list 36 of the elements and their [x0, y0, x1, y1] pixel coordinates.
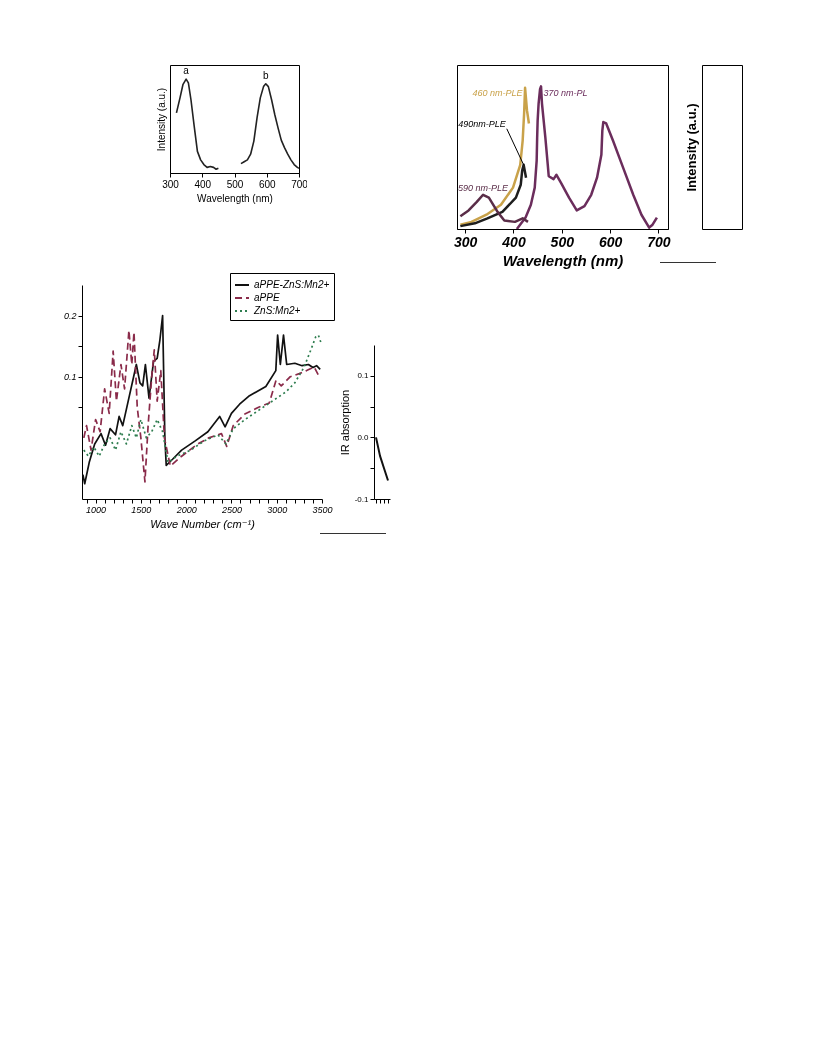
x-tick-label: 3000 — [267, 504, 288, 515]
y-tick-label: 0.2 — [63, 311, 77, 322]
series-label: b — [263, 69, 269, 81]
legend-label: ZnS:Mn2+ — [253, 305, 301, 316]
x-tick-label: 1000 — [86, 504, 107, 515]
x-tick-label: 2000 — [175, 504, 197, 515]
x-axis-title: Wave Number (cm⁻¹) — [150, 517, 256, 530]
x-tick-label: 2500 — [220, 504, 242, 515]
x-tick-label: 300 — [454, 233, 478, 250]
x-tick-label: 700 — [647, 233, 671, 250]
series-label: 590 nm-PLE — [458, 183, 510, 194]
series-label: 370 nm-PL — [543, 87, 588, 98]
x-axis-title: Wavelength (nm) — [197, 192, 273, 204]
x-tick-label: 600 — [598, 233, 623, 250]
x-tick-label: 3500 — [312, 504, 333, 515]
x-axis-title: Wavelength (nm) — [502, 251, 624, 269]
y-tick-label: -0.1 — [354, 494, 370, 504]
series-label: a — [183, 64, 190, 76]
legend-label: aPPE — [254, 292, 280, 303]
y-tick-label: 0.0 — [357, 432, 370, 442]
text: 490nm-PLE — [458, 118, 507, 129]
x-tick-label: 500 — [226, 178, 244, 190]
x-tick-label: 700 — [291, 178, 309, 190]
y-axis-title: IR absorption — [338, 389, 351, 456]
y-tick-label: 0.1 — [357, 371, 370, 381]
y-axis-title: Intensity (a.u.) — [155, 87, 167, 152]
x-tick-label: 400 — [501, 233, 526, 250]
legend-label: aPPE-ZnS:Mn2+ — [254, 279, 330, 290]
x-tick-label: 600 — [258, 178, 277, 190]
series-label: 460 nm-PLE — [472, 87, 524, 98]
y-tick-label: 0.1 — [63, 372, 77, 383]
x-tick-label: 500 — [550, 233, 575, 250]
text: Intensity (a.u.) — [683, 103, 699, 192]
x-tick-label: 300 — [162, 178, 180, 190]
x-tick-label: 1500 — [131, 504, 152, 515]
x-tick-label: 400 — [194, 178, 212, 190]
